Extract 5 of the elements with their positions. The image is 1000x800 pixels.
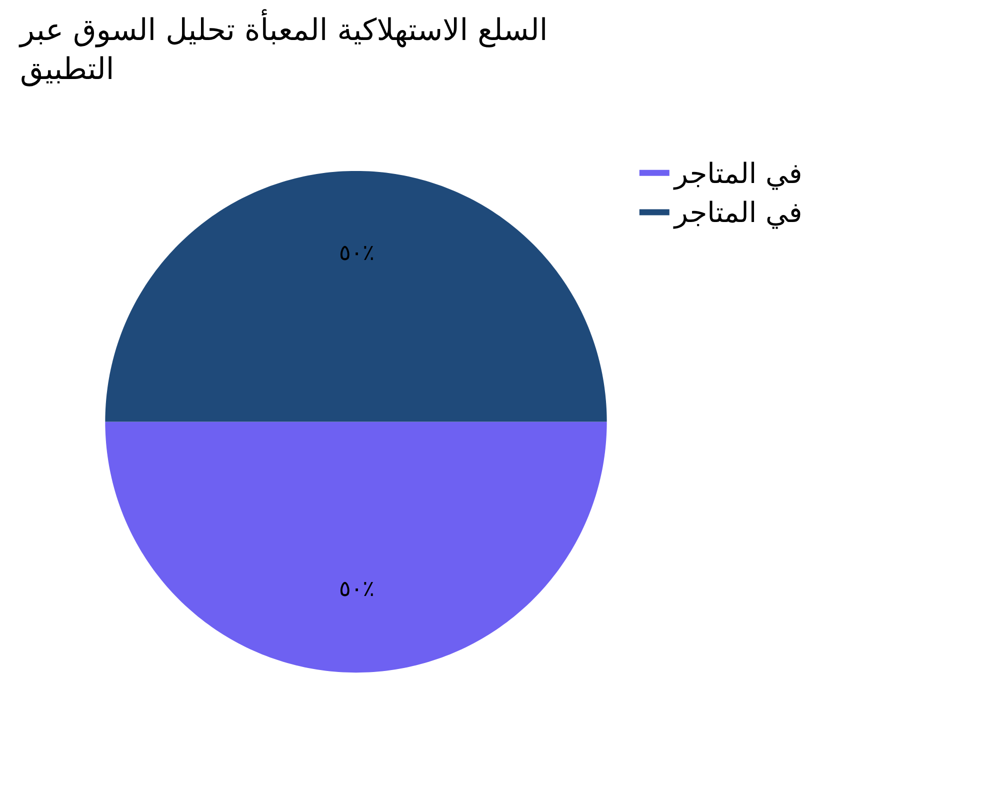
legend-label: في المتاجر xyxy=(672,196,802,230)
data-label: ٥٠٪ xyxy=(339,577,374,602)
legend-label: في المتاجر xyxy=(672,156,802,190)
data-label: ٥٠٪ xyxy=(339,241,374,266)
chart-title: السلع الاستهلاكية المعبأة تحليل السوق عبر التطبيق xyxy=(18,9,548,87)
